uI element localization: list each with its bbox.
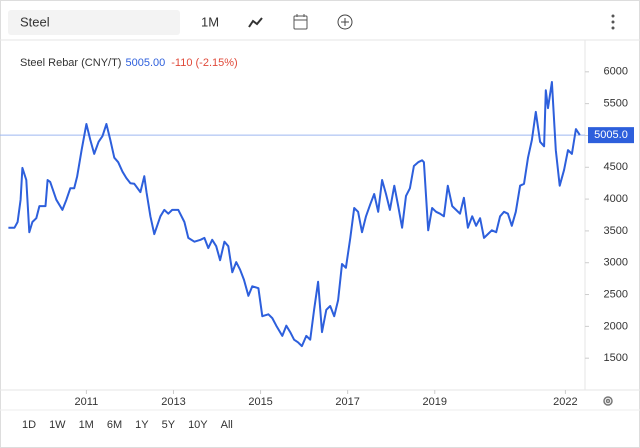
last-price-label: 5005.0 xyxy=(594,129,628,141)
search-box[interactable] xyxy=(8,10,180,35)
y-tick-label: 4500 xyxy=(604,161,628,173)
range-button[interactable]: 1W xyxy=(49,419,66,431)
y-tick-label: 4000 xyxy=(604,193,628,205)
x-tick-label: 2013 xyxy=(161,396,185,408)
change: -110 (-2.15%) xyxy=(171,57,237,69)
y-tick-label: 3000 xyxy=(604,257,628,269)
x-tick-label: 2022 xyxy=(553,396,577,408)
x-tick-label: 2015 xyxy=(248,396,272,408)
range-button[interactable]: 5Y xyxy=(162,419,176,431)
y-tick-label: 5500 xyxy=(604,98,628,110)
y-tick-label: 1500 xyxy=(604,352,628,364)
interval-button[interactable]: 1M xyxy=(201,14,219,29)
menu-icon[interactable] xyxy=(611,14,615,30)
add-icon[interactable] xyxy=(337,14,353,30)
range-button[interactable]: 1D xyxy=(22,419,36,431)
range-button[interactable]: All xyxy=(221,419,233,431)
last-value: 5005.00 xyxy=(125,57,165,69)
price-line xyxy=(8,81,581,348)
y-tick-label: 3500 xyxy=(604,225,628,237)
y-tick-label: 2000 xyxy=(604,320,628,332)
calendar-icon[interactable] xyxy=(293,14,308,30)
chart-type-icon[interactable] xyxy=(248,17,263,28)
range-button[interactable]: 10Y xyxy=(188,419,208,431)
x-tick-label: 2011 xyxy=(75,396,99,408)
range-button[interactable]: 1M xyxy=(79,419,94,431)
y-tick-label: 2500 xyxy=(604,288,628,300)
range-button[interactable]: 6M xyxy=(107,419,122,431)
settings-icon[interactable] xyxy=(603,396,613,406)
search-text[interactable]: Steel xyxy=(20,14,50,29)
x-tick-label: 2019 xyxy=(423,396,447,408)
range-button[interactable]: 1Y xyxy=(135,419,149,431)
y-tick-label: 6000 xyxy=(604,66,628,78)
series-name: Steel Rebar (CNY/T) xyxy=(20,57,121,69)
x-tick-label: 2017 xyxy=(335,396,359,408)
last-price-box xyxy=(588,127,634,144)
